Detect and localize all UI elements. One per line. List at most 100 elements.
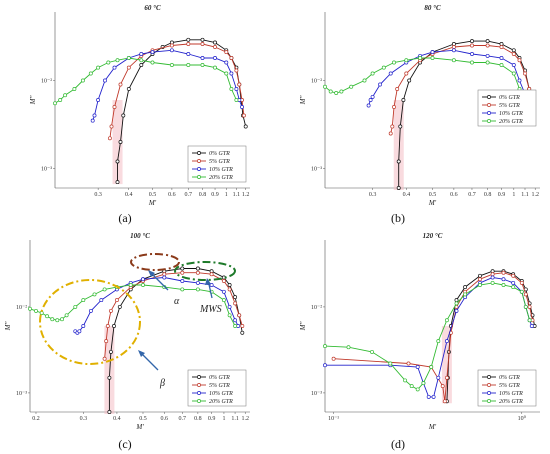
data-point [407, 78, 412, 83]
data-point [323, 84, 327, 89]
data-point [490, 280, 495, 285]
legend-label: 5% GTR [209, 383, 230, 389]
panel-label: (b) [391, 211, 405, 225]
legend-label: 20% GTR [499, 119, 523, 125]
data-point [395, 87, 400, 91]
data-point [378, 82, 383, 87]
legend-marker [487, 383, 491, 387]
x-tick-label: 10⁰ [518, 415, 527, 422]
data-point [511, 63, 516, 67]
data-point [444, 375, 449, 380]
x-axis-label: M' [428, 199, 437, 207]
legend-label: 20% GTR [209, 175, 233, 181]
x-tick-label: 1.1 [231, 416, 239, 422]
data-point [162, 272, 167, 277]
data-point [233, 295, 238, 300]
x-tick-label: 0.7 [179, 416, 187, 422]
data-point [388, 361, 393, 366]
y-tick-label: 10⁻³ [311, 166, 322, 172]
legend-marker [487, 375, 491, 379]
x-tick-label: 0.3 [80, 416, 88, 422]
data-point [106, 60, 111, 65]
data-point [381, 65, 386, 70]
data-point [227, 283, 232, 287]
panel-label: (c) [118, 437, 131, 451]
data-point [169, 43, 174, 48]
data-point [80, 78, 85, 83]
data-point [234, 87, 239, 91]
legend-label: 10% GTR [499, 391, 523, 397]
legend-label: 20% GTR [209, 399, 233, 405]
data-point [28, 306, 32, 311]
data-point [200, 56, 205, 60]
data-point [105, 324, 110, 328]
data-point [511, 52, 516, 56]
data-point [517, 78, 522, 83]
data-point [241, 113, 246, 118]
data-point [404, 58, 409, 63]
data-point [366, 103, 371, 108]
x-tick-label: 0.7 [468, 192, 476, 198]
data-point [213, 56, 217, 60]
data-point [426, 394, 431, 399]
annotations: α MWS β [39, 253, 236, 389]
x-tick-label: 0.8 [194, 416, 202, 422]
data-point [470, 39, 474, 44]
x-tick-label: 0.5 [149, 192, 157, 198]
data-point [485, 39, 490, 44]
data-point [234, 98, 239, 102]
data-point [221, 279, 226, 283]
mws-ellipse [174, 261, 236, 281]
y-axis-label: M'' [29, 95, 37, 105]
data-point [463, 285, 468, 290]
y-tick-label: 10⁻² [16, 305, 27, 311]
data-point [180, 287, 185, 292]
data-point [511, 285, 516, 290]
data-point [180, 266, 185, 271]
x-tick-label: 1.2 [531, 192, 539, 198]
data-point [81, 298, 86, 303]
data-point [511, 71, 516, 76]
panel-4: 120 °C M' M'' 10⁻¹ 10⁰ 10⁻³ 10⁻² 0% GTR 5% GTR 10… [299, 232, 540, 451]
data-point [195, 280, 200, 285]
panel-1: 60 °C M' M'' 0.3 0.4 0.5 0.6 0.7 0.8 0.9 1 1.1 1.2 10… [29, 4, 250, 225]
mws-arrowhead [205, 278, 211, 285]
data-point [501, 277, 506, 282]
data-point [511, 48, 516, 53]
data-point [114, 298, 119, 303]
data-point [104, 339, 109, 344]
data-point [368, 98, 373, 102]
panel-label: (d) [391, 437, 405, 451]
data-point [102, 287, 107, 292]
data-point [237, 313, 242, 318]
data-point [454, 301, 459, 306]
data-point [370, 94, 375, 99]
data-point [444, 339, 449, 344]
data-point [73, 304, 78, 309]
data-point [444, 318, 449, 323]
data-point [470, 52, 474, 56]
data-point [60, 317, 64, 322]
legend-marker [487, 119, 491, 123]
data-point [485, 60, 490, 65]
data-point [112, 324, 116, 328]
data-point [339, 89, 344, 94]
data-point [478, 273, 482, 278]
data-point [323, 344, 327, 349]
x-tick-label: 0.6 [161, 416, 169, 422]
beta-label: β [159, 378, 165, 389]
panel-title: 100 °C [130, 232, 150, 240]
data-point [213, 65, 217, 70]
data-point [517, 58, 522, 63]
data-point [107, 375, 112, 380]
data-point [499, 45, 504, 49]
data-point [141, 277, 145, 282]
legend-label: 10% GTR [209, 391, 233, 397]
y-axis-label: M'' [299, 321, 307, 331]
data-point [418, 56, 423, 60]
panel-3: 100 °CM'M''0.2 0.3 0.4 0.5 0.6 0.7 0.8 0.9 1 1.1 1… [4, 232, 250, 451]
data-point [527, 304, 532, 309]
x-tick-label: 0.6 [168, 192, 176, 198]
legend-label: 5% GTR [209, 159, 230, 165]
data-point [169, 63, 174, 67]
